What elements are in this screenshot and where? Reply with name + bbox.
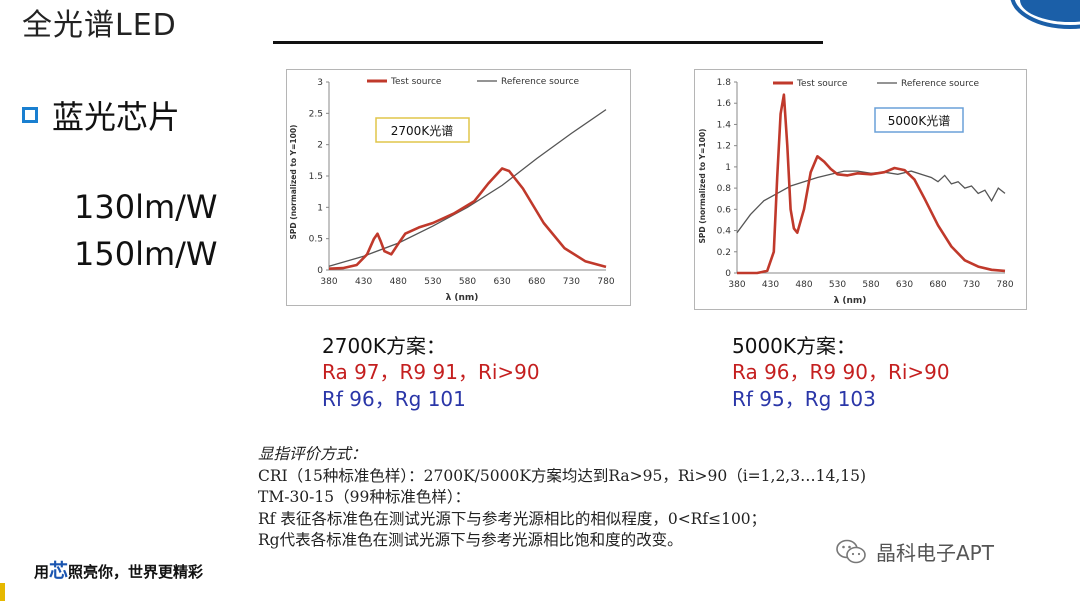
x-tick-label: 580 bbox=[459, 277, 476, 287]
corner-accent bbox=[0, 583, 5, 601]
y-tick-label: 0.8 bbox=[717, 184, 732, 194]
wechat-account-name: 晶科电子APT bbox=[876, 541, 994, 565]
company-logo bbox=[1010, 0, 1080, 29]
scheme-2700k-heading: 2700K方案： bbox=[322, 334, 447, 358]
x-tick-label: 580 bbox=[862, 280, 879, 290]
evaluation-notes: 显指评价方式： CRI（15种标准色样）：2700K/5000K方案均达到Ra>… bbox=[258, 444, 866, 552]
x-tick-label: 480 bbox=[390, 277, 407, 287]
x-axis-label: λ (nm) bbox=[446, 293, 479, 303]
x-tick-label: 680 bbox=[929, 280, 946, 290]
section-bullet: 蓝光芯片 bbox=[22, 92, 180, 138]
legend-test-label: Test source bbox=[390, 77, 442, 87]
x-tick-label: 380 bbox=[320, 277, 337, 287]
legend-ref-label: Reference source bbox=[901, 79, 980, 89]
y-tick-label: 1.6 bbox=[717, 99, 732, 109]
page-title: 全光谱LED bbox=[22, 8, 177, 43]
y-tick-label: 3 bbox=[317, 78, 323, 88]
scheme-5000k-heading: 5000K方案： bbox=[732, 334, 857, 358]
bullet-label: 蓝光芯片 bbox=[52, 98, 181, 136]
y-tick-label: 0 bbox=[317, 266, 323, 276]
chart-annotation: 5000K光谱 bbox=[888, 114, 950, 128]
slogan-pre: 用 bbox=[34, 563, 50, 581]
title-divider bbox=[273, 41, 823, 44]
x-tick-label: 630 bbox=[896, 280, 913, 290]
y-axis-label: SPD (normalized to Y=100) bbox=[289, 125, 298, 240]
y-tick-label: 1.2 bbox=[717, 142, 731, 152]
y-tick-label: 2 bbox=[317, 141, 323, 151]
x-tick-label: 480 bbox=[795, 280, 812, 290]
y-tick-label: 1 bbox=[725, 163, 731, 173]
chart-5000k-svg: 0 0.2 0.4 0.6 0.8 1 1.2 1.4 1.6 1.8 380 430 480 530 58… bbox=[698, 78, 1014, 306]
slogan: 用芯照亮你，世界更精彩 bbox=[34, 556, 203, 583]
annotation-box bbox=[375, 117, 470, 143]
notes-heading: 显指评价方式： bbox=[258, 445, 367, 463]
y-axis-label: SPD (normalized to Y=100) bbox=[698, 129, 707, 244]
x-tick-label: 430 bbox=[762, 280, 779, 290]
efficacy-value-2: 150lm/W bbox=[74, 235, 218, 273]
x-tick-label: 780 bbox=[597, 277, 614, 287]
x-axis-label: λ (nm) bbox=[834, 296, 867, 306]
scheme-2700k-cri: Ra 97，R9 91，Ri>90 bbox=[322, 360, 540, 384]
y-tick-label: 1.4 bbox=[717, 120, 732, 130]
x-tick-label: 530 bbox=[829, 280, 846, 290]
x-tick-label: 530 bbox=[424, 277, 441, 287]
x-tick-label: 630 bbox=[494, 277, 511, 287]
y-tick-label: 1 bbox=[317, 203, 323, 213]
y-tick-label: 0.4 bbox=[717, 227, 732, 237]
notes-line-cri: CRI（15种标准色样）：2700K/5000K方案均达到Ra>95，Ri>90… bbox=[258, 466, 867, 485]
wechat-icon bbox=[836, 539, 866, 563]
series-line-test-5000k bbox=[737, 93, 1006, 275]
spd-chart-2700k: 0 0.5 1 1.5 2 2.5 3 380 430 480 530 580 630 680 730 780… bbox=[286, 69, 631, 306]
wechat-watermark: 晶科电子APT bbox=[836, 537, 994, 566]
scheme-5000k-tm30: Rf 95，Rg 103 bbox=[732, 387, 876, 411]
y-tick-label: 0.2 bbox=[717, 248, 731, 258]
efficacy-value-1: 130lm/W bbox=[74, 188, 218, 226]
y-tick-label: 1.5 bbox=[309, 172, 323, 182]
annotation-box bbox=[874, 107, 964, 133]
y-tick-label: 2.5 bbox=[309, 109, 323, 119]
x-tick-label: 380 bbox=[728, 280, 745, 290]
scheme-2700k-tm30: Rf 96，Rg 101 bbox=[322, 387, 466, 411]
chart-2700k-svg: 0 0.5 1 1.5 2 2.5 3 380 430 480 530 580 630 680 730 780… bbox=[289, 77, 615, 303]
scheme-5000k-cri: Ra 96，R9 90，Ri>90 bbox=[732, 360, 950, 384]
y-tick-label: 1.8 bbox=[717, 78, 732, 88]
series-line-reference-2700k bbox=[328, 109, 607, 267]
y-tick-label: 0.6 bbox=[717, 205, 732, 215]
spd-chart-5000k: 0 0.2 0.4 0.6 0.8 1 1.2 1.4 1.6 1.8 380 430 480 530 58… bbox=[694, 69, 1027, 310]
x-tick-label: 730 bbox=[963, 280, 980, 290]
series-line-reference-5000k bbox=[736, 170, 1006, 234]
slogan-highlight: 芯 bbox=[49, 560, 69, 582]
square-bullet-icon bbox=[22, 107, 38, 123]
legend-ref-label: Reference source bbox=[501, 77, 580, 87]
x-tick-label: 430 bbox=[355, 277, 372, 287]
chart-annotation: 2700K光谱 bbox=[391, 124, 453, 138]
legend-test-label: Test source bbox=[796, 79, 848, 89]
series-line-test-2700k bbox=[328, 167, 607, 270]
x-tick-label: 730 bbox=[563, 277, 580, 287]
slogan-post: 照亮你，世界更精彩 bbox=[68, 563, 204, 581]
x-tick-label: 680 bbox=[528, 277, 545, 287]
notes-line-tm30: TM-30-15（99种标准色样）： bbox=[258, 488, 471, 507]
y-tick-label: 0.5 bbox=[309, 235, 323, 245]
notes-line-rg: Rg代表各标准色在测试光源下与参考光源相比饱和度的改变。 bbox=[258, 531, 683, 550]
x-tick-label: 780 bbox=[996, 280, 1013, 290]
notes-line-rf: Rf 表征各标准色在测试光源下与参考光源相比的相似程度，0<Rf≤100； bbox=[258, 509, 767, 528]
y-tick-label: 0 bbox=[725, 269, 731, 279]
